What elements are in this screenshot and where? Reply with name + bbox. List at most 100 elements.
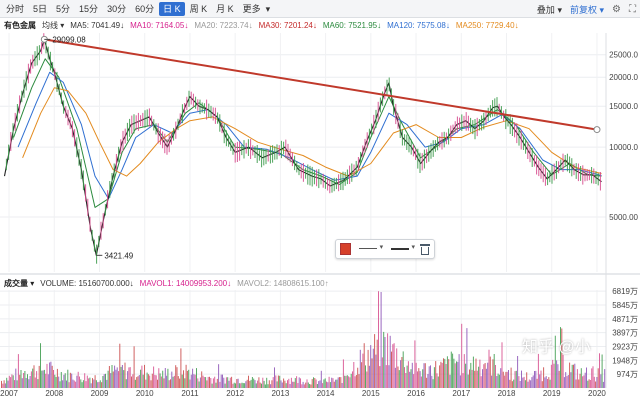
volume-bar [98,381,100,388]
volume-bar [589,380,591,388]
volume-bar [257,380,259,388]
volume-bar [602,381,604,388]
volume-bar [441,362,443,388]
volume-bar [242,383,244,388]
trendline-handle[interactable] [593,126,601,134]
volume-bar [423,363,425,388]
volume-bar [311,379,313,388]
settings-icon[interactable]: ⚙ [612,3,621,15]
volume-bar [277,375,279,388]
volume-bar [198,381,200,388]
tab-period-5[interactable]: 60分 [135,4,155,14]
chevron-down-icon: ▾ [379,244,384,251]
y-tick-label: 15000.0 [609,102,638,111]
volume-bar [523,376,525,388]
line-width-selector[interactable]: ▾ [391,243,415,255]
volume-bar [556,360,558,388]
volume-bar [175,365,177,388]
volume-bar [319,380,321,388]
tab-period-6[interactable]: 日 K [159,2,185,16]
volume-bar [588,379,590,388]
tab-period-1[interactable]: 5日 [33,4,48,14]
volume-bar [2,383,4,388]
volume-bar [121,365,123,388]
tab-period-0[interactable]: 分时 [6,4,25,14]
volume-bar [222,374,223,388]
volume-bar [591,368,593,388]
volume-bar [184,378,186,388]
volume-bar [368,365,370,388]
volume-bar [560,327,561,388]
volume-bar [492,359,494,388]
x-tick-label: 2010 [136,389,154,398]
series-line-ma120 [17,71,602,200]
volume-bar [194,374,196,388]
volume-bar [375,354,377,388]
volume-title[interactable]: 成交量 ▾ [4,278,34,289]
volume-bar [142,374,144,388]
volume-bar [225,377,227,388]
tab-period-9[interactable]: 更多 [242,4,261,14]
volume-bar [95,380,97,388]
volume-bar [513,379,515,388]
volume-bar [449,374,451,388]
volume-bar [500,368,502,388]
volume-y-axis: 974万 1948万 2923万 3897万 4871万 5845万 6819万 [612,287,638,379]
volume-bar [36,371,38,388]
tab-period-3[interactable]: 15分 [79,4,99,14]
volume-bar [23,373,25,388]
volume-bar [415,362,417,388]
volume-bar [391,351,392,388]
volume-bar [417,371,418,388]
volume-bar [496,376,498,388]
volume-bar [487,362,489,388]
volume-bar [483,364,485,388]
fullscreen-icon[interactable]: ⛶ [629,3,636,15]
volume-bar [413,374,415,388]
tab-period-7[interactable]: 周 K [189,4,208,14]
volume-bar [397,366,399,388]
volume-bar [465,363,467,388]
volume-bar [493,354,495,388]
toolbar-right: 叠加 ▾ 前复权 ▾ ⚙ ⛶ [529,0,636,18]
volume-tick-label: 6819万 [612,287,638,296]
tab-period-8[interactable]: 月 K [216,4,234,14]
x-tick-label: 2014 [317,389,335,398]
trend-arrow-icon: ↓ [184,20,189,30]
ma-kind-selector[interactable]: 均线 ▾ [42,20,64,31]
trendline-segment[interactable] [44,38,598,131]
volume-bar [517,356,519,388]
volume-items: VOLUME: 15160700.000↓ MAVOL1: 14009953.20… [40,279,334,288]
tab-period-4[interactable]: 30分 [107,4,127,14]
volume-bar [485,368,487,388]
trash-icon[interactable] [419,243,430,255]
annotations: 29099.08 3421.49 [44,35,134,260]
line-style-selector[interactable]: ▾ [359,243,383,255]
volume-bar [111,365,113,388]
volume-bar [106,379,108,388]
volume-bar [353,362,355,388]
volume-bar [339,377,340,388]
volume-bar [229,377,231,388]
volume-bar [445,364,447,388]
tab-period-2[interactable]: 5分 [56,4,71,14]
trendline[interactable] [40,35,601,134]
color-swatch[interactable] [340,243,352,255]
volume-bar [587,380,589,388]
volume-bar [508,370,509,388]
watermark: 知乎 @小 [522,339,591,356]
overlay-button[interactable]: 叠加 ▾ [537,3,562,16]
volume-bar [220,374,222,388]
volume-bar [505,371,507,388]
ma-item-4: MA60: 7521.95↓ [323,21,381,30]
volume-bar [469,369,470,388]
adjust-button[interactable]: 前复权 ▾ [570,3,604,16]
volume-title-label: 成交量 [4,278,28,288]
volume-bar [418,368,420,388]
volume-bar [167,368,169,388]
volume-bar [133,346,135,388]
volume-bar [293,381,295,388]
volume-bar [545,376,547,388]
vol-value: MAVOL2: 14808615.100 [237,278,325,288]
volume-bar [42,370,44,388]
